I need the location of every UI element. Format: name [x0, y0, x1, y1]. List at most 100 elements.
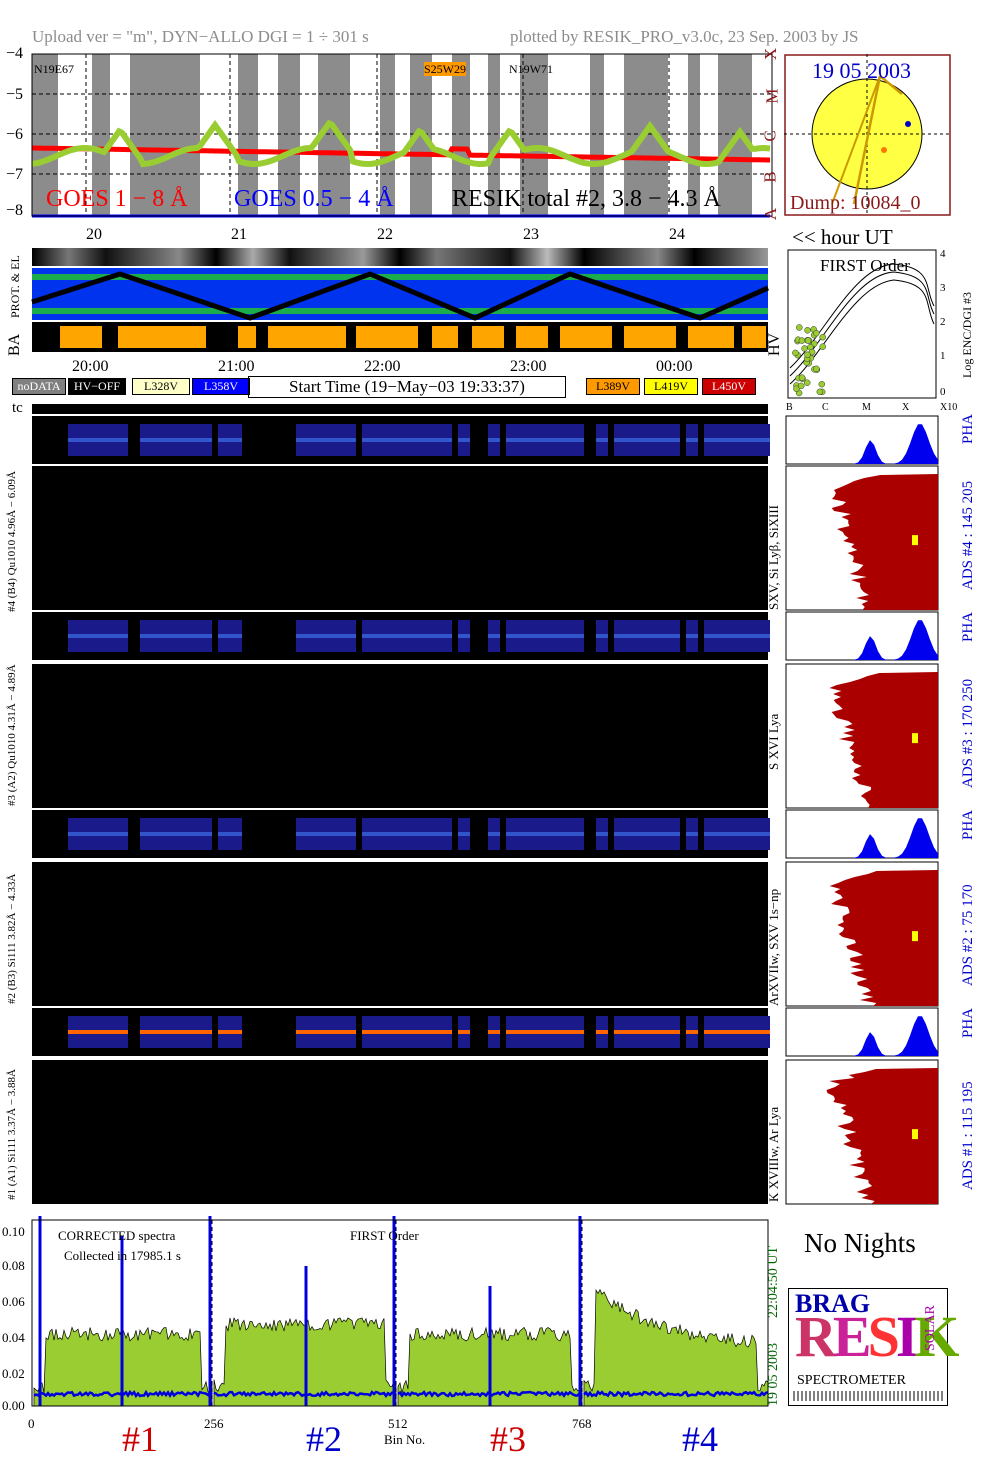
pha-line [560, 438, 566, 442]
start-time: Start Time (19−May−03 19:33:37) [248, 376, 566, 398]
pha-line [626, 1030, 632, 1034]
hv-legend-l358: L358V [192, 378, 250, 395]
pha-line [428, 634, 434, 638]
pha-line [752, 832, 758, 836]
pha-line [434, 1030, 440, 1034]
pha-line [488, 438, 494, 442]
pha-line [440, 832, 446, 836]
pha-line [536, 634, 542, 638]
pha-line [116, 832, 122, 836]
pha-line [464, 438, 470, 442]
ba-bar [472, 326, 504, 348]
first-order-point [801, 345, 808, 352]
fo-xtick-c: C [822, 402, 829, 413]
pha-line [494, 634, 500, 638]
pha-line [488, 634, 494, 638]
first-order-panel [787, 249, 937, 399]
pha-line [716, 438, 722, 442]
pha-line [464, 832, 470, 836]
day-tick-24: 24 [669, 226, 685, 243]
pha-line [662, 832, 668, 836]
pha-line [542, 832, 548, 836]
pha-line [674, 1030, 680, 1034]
pha-line [194, 438, 200, 442]
pha-line [104, 438, 110, 442]
pha-line [68, 634, 74, 638]
pha-line [614, 438, 620, 442]
pha-line [158, 832, 164, 836]
pha-line [764, 634, 770, 638]
ba-bar [432, 326, 458, 348]
pha-line [398, 1030, 404, 1034]
pha-line [236, 1030, 242, 1034]
pha-line [350, 832, 356, 836]
pha-line [344, 832, 350, 836]
first-order-point [798, 374, 806, 381]
pha-line [404, 832, 410, 836]
spectrogram-panel [32, 862, 768, 1006]
ba-bar [118, 326, 206, 348]
pha-line [326, 832, 332, 836]
pha-line [110, 634, 116, 638]
pha-line [110, 438, 116, 442]
pha-line [338, 832, 344, 836]
pha-line [668, 832, 674, 836]
day-tick-20: 20 [86, 226, 102, 243]
pha-line [236, 832, 242, 836]
pha-line [104, 634, 110, 638]
pha-line [656, 438, 662, 442]
pha-line [602, 438, 608, 442]
pha-line [140, 832, 146, 836]
goes-ytick-1: −4 [6, 45, 24, 62]
pha-line [140, 438, 146, 442]
orbit-panels [31, 248, 770, 352]
pha-line [632, 832, 638, 836]
pha-line [422, 1030, 428, 1034]
pha-line [116, 438, 122, 442]
pha-line [524, 1030, 530, 1034]
pha-line [626, 634, 632, 638]
goes-ytick-5: −8 [6, 202, 24, 219]
pha-line [542, 634, 548, 638]
ba-bar [624, 326, 676, 348]
pha-line [446, 438, 452, 442]
pha-line [416, 1030, 422, 1034]
pha-line [674, 634, 680, 638]
fo-ytick-2: 2 [940, 316, 946, 328]
pha-line [716, 634, 722, 638]
pha-line [218, 634, 224, 638]
day-tick-22: 22 [377, 226, 393, 243]
pha-line [146, 438, 152, 442]
pha-line [446, 832, 452, 836]
pha-line [644, 832, 650, 836]
pha-line [626, 832, 632, 836]
pha-line [80, 438, 86, 442]
pha-line [428, 832, 434, 836]
pha-line [122, 438, 128, 442]
fo-xtick-x10: X10 [940, 402, 958, 413]
pha-line [326, 634, 332, 638]
ba-bar [60, 326, 102, 348]
pha-line [536, 832, 542, 836]
pha-line [566, 1030, 572, 1034]
spectrogram-panel [32, 416, 770, 464]
pha-line [692, 634, 698, 638]
goes-ytick-4: −7 [6, 166, 24, 183]
pha-line [404, 1030, 410, 1034]
pha-line [314, 832, 320, 836]
pha-line [752, 1030, 758, 1034]
pha-line [206, 832, 212, 836]
pha-line [398, 832, 404, 836]
pha-line [596, 634, 602, 638]
pha-line [302, 1030, 308, 1034]
pha-line [164, 832, 170, 836]
pha-line [194, 832, 200, 836]
pha-line [758, 1030, 764, 1034]
pha-line [386, 634, 392, 638]
pha-line [374, 1030, 380, 1034]
fo-xtick-m: M [862, 402, 871, 413]
pha-line [68, 1030, 74, 1034]
goes-shade-band [452, 54, 470, 216]
pha-line [530, 832, 536, 836]
pha-line [518, 832, 524, 836]
